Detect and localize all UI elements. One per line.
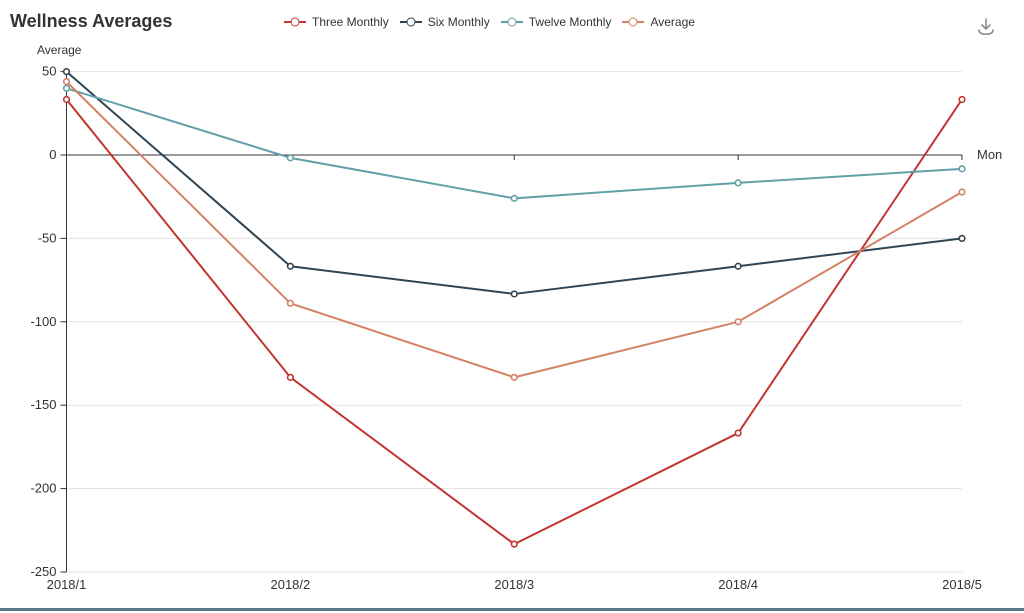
data-point-twelve-monthly-2018/4[interactable] bbox=[734, 179, 742, 187]
bottom-bar bbox=[0, 608, 1024, 611]
data-point-average-2018/1[interactable] bbox=[62, 78, 71, 86]
data-point-twelve-monthly-2018/3[interactable] bbox=[510, 194, 518, 202]
legend-item-twelve-monthly[interactable]: Twelve Monthly bbox=[500, 15, 612, 29]
data-point-three-monthly-2018/5[interactable] bbox=[958, 95, 966, 104]
data-point-three-monthly-2018/4[interactable] bbox=[734, 429, 742, 437]
legend-marker-dot bbox=[290, 17, 300, 27]
legend-item-three-monthly[interactable]: Three Monthly bbox=[284, 15, 389, 29]
series-line-six-monthly[interactable] bbox=[65, 70, 963, 295]
y-tick-label: 0 bbox=[49, 147, 56, 162]
y-tick-label: 50 bbox=[42, 64, 56, 79]
x-tick-label: 2018/1 bbox=[47, 577, 87, 592]
legend: Three Monthly Six Monthly Twelve Monthly Av… bbox=[284, 15, 695, 29]
y-tick-label: -200 bbox=[30, 481, 56, 496]
data-point-six-monthly-2018/2[interactable] bbox=[286, 262, 294, 270]
legend-marker-average bbox=[622, 17, 645, 27]
data-point-average-2018/4[interactable] bbox=[734, 318, 742, 326]
data-point-six-monthly-2018/5[interactable] bbox=[958, 234, 966, 242]
legend-item-six-monthly[interactable]: Six Monthly bbox=[399, 15, 490, 29]
y-tick-label: -250 bbox=[30, 564, 56, 579]
data-point-average-2018/3[interactable] bbox=[510, 373, 518, 381]
legend-label-six-monthly: Six Monthly bbox=[427, 15, 490, 29]
series-line-average[interactable] bbox=[65, 80, 963, 379]
y-axis-name: Average bbox=[37, 43, 82, 57]
y-tick-label: -50 bbox=[38, 230, 57, 245]
legend-label-average: Average bbox=[650, 15, 695, 29]
legend-marker-dot bbox=[507, 17, 517, 27]
legend-marker-dot bbox=[406, 17, 416, 27]
data-point-three-monthly-2018/3[interactable] bbox=[510, 540, 518, 548]
series-line-twelve-monthly[interactable] bbox=[66, 87, 963, 200]
x-tick-label: 2018/5 bbox=[942, 577, 982, 592]
legend-marker-six-monthly bbox=[399, 17, 422, 27]
data-point-average-2018/5[interactable] bbox=[958, 188, 966, 196]
data-point-twelve-monthly-2018/1[interactable] bbox=[62, 84, 71, 92]
data-point-twelve-monthly-2018/2[interactable] bbox=[286, 154, 294, 162]
save-as-image-button[interactable] bbox=[972, 13, 1000, 41]
x-axis-name: Mon bbox=[977, 147, 1003, 162]
data-point-six-monthly-2018/1[interactable] bbox=[62, 67, 71, 76]
legend-label-twelve-monthly: Twelve Monthly bbox=[528, 15, 612, 29]
legend-marker-dot bbox=[628, 17, 638, 27]
legend-item-average[interactable]: Average bbox=[622, 15, 695, 29]
x-tick-label: 2018/2 bbox=[270, 577, 310, 592]
data-point-twelve-monthly-2018/5[interactable] bbox=[958, 165, 966, 173]
legend-marker-twelve-monthly bbox=[500, 17, 523, 27]
chart-title: Wellness Averages bbox=[10, 11, 173, 31]
y-tick-label: -100 bbox=[30, 314, 56, 329]
data-point-six-monthly-2018/4[interactable] bbox=[734, 262, 742, 270]
x-tick-label: 2018/3 bbox=[494, 577, 534, 592]
x-tick-label: 2018/4 bbox=[718, 577, 758, 592]
legend-label-three-monthly: Three Monthly bbox=[312, 15, 389, 29]
data-point-average-2018/2[interactable] bbox=[286, 299, 294, 307]
y-tick-label: -150 bbox=[30, 397, 56, 412]
legend-marker-three-monthly bbox=[284, 17, 306, 27]
download-icon bbox=[978, 18, 994, 35]
data-point-three-monthly-2018/2[interactable] bbox=[286, 373, 294, 381]
data-point-three-monthly-2018/1[interactable] bbox=[62, 95, 71, 104]
data-point-six-monthly-2018/3[interactable] bbox=[510, 290, 518, 298]
